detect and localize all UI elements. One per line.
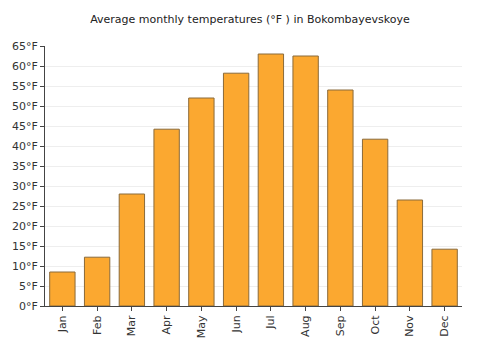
svg-text:30°F: 30°F <box>12 180 38 193</box>
svg-text:15°F: 15°F <box>12 240 38 253</box>
svg-text:65°F: 65°F <box>12 40 38 53</box>
svg-text:50°F: 50°F <box>12 100 38 113</box>
svg-text:Jun: Jun <box>230 315 243 333</box>
svg-text:Oct: Oct <box>369 315 382 335</box>
svg-text:60°F: 60°F <box>12 60 38 73</box>
svg-text:Jul: Jul <box>264 315 277 329</box>
svg-text:40°F: 40°F <box>12 140 38 153</box>
svg-text:Jan: Jan <box>56 315 69 333</box>
svg-text:25°F: 25°F <box>12 200 38 213</box>
svg-text:45°F: 45°F <box>12 120 38 133</box>
svg-text:10°F: 10°F <box>12 260 38 273</box>
svg-text:20°F: 20°F <box>12 220 38 233</box>
svg-text:Apr: Apr <box>160 315 173 335</box>
svg-text:May: May <box>195 315 208 338</box>
svg-text:Aug: Aug <box>299 315 312 336</box>
svg-text:0°F: 0°F <box>19 300 38 313</box>
svg-text:Mar: Mar <box>125 315 138 336</box>
svg-text:35°F: 35°F <box>12 160 38 173</box>
svg-text:Nov: Nov <box>403 315 416 337</box>
svg-text:Dec: Dec <box>438 315 451 336</box>
svg-text:Average monthly temperatures (: Average monthly temperatures (°F ) in Bo… <box>90 13 410 26</box>
svg-text:5°F: 5°F <box>19 280 38 293</box>
svg-text:55°F: 55°F <box>12 80 38 93</box>
svg-text:Feb: Feb <box>91 315 104 334</box>
svg-text:Sep: Sep <box>334 315 347 336</box>
